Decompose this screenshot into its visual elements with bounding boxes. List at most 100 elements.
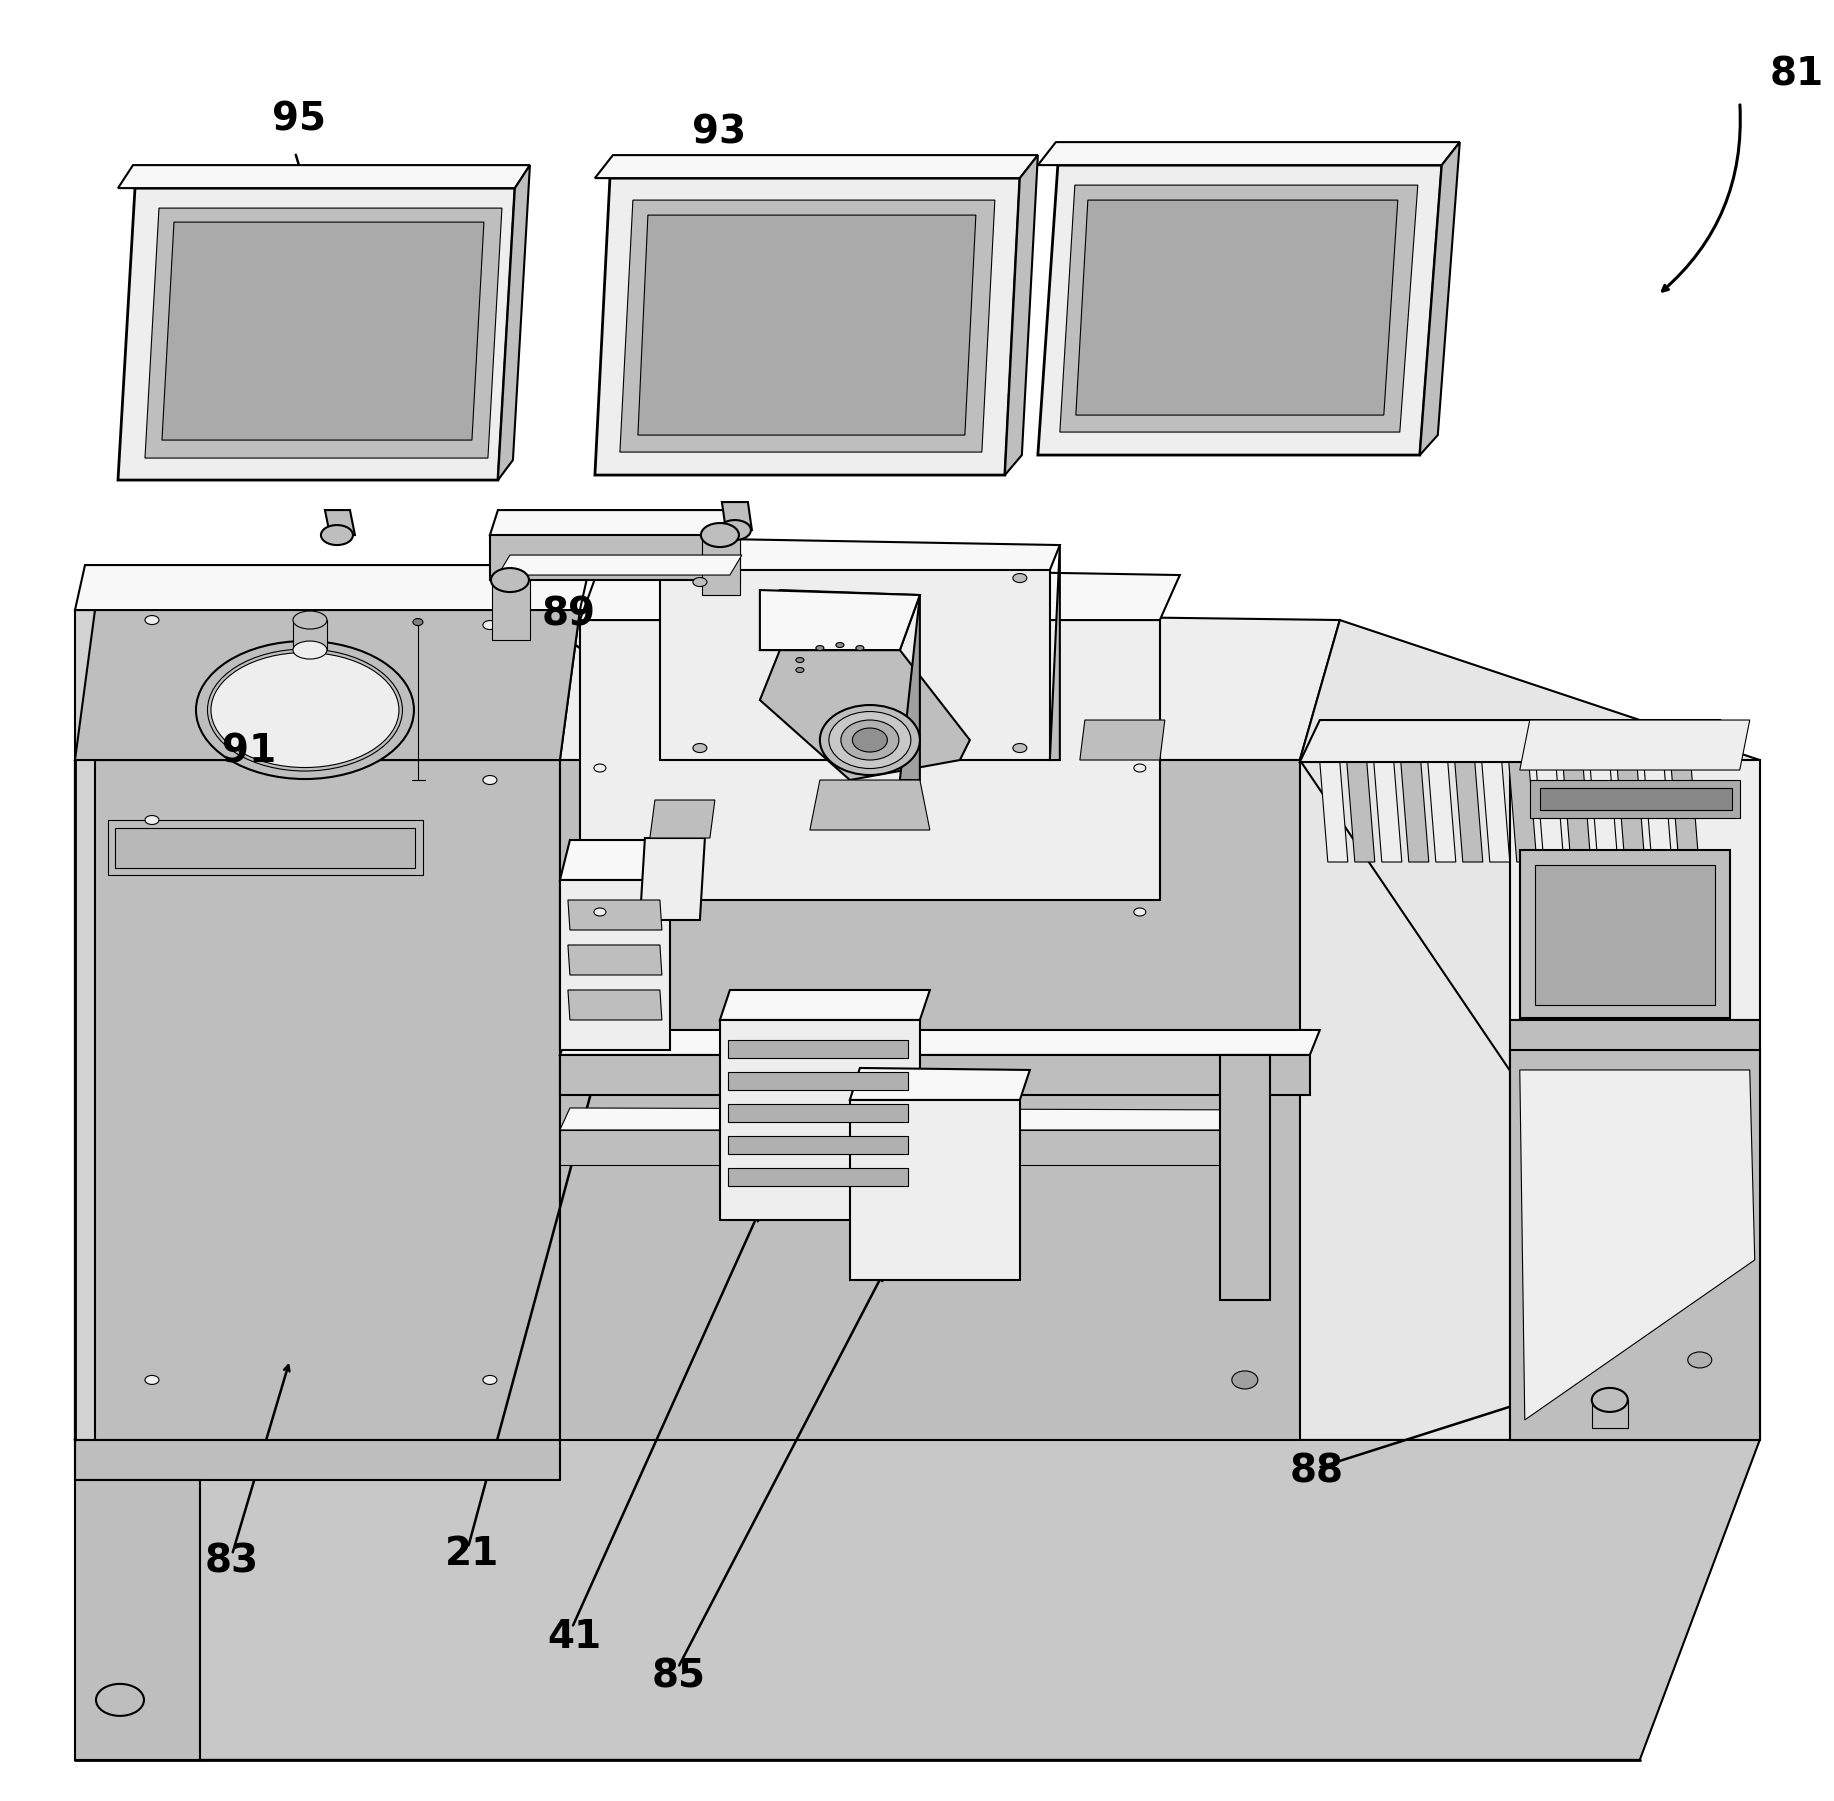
Polygon shape (325, 510, 356, 535)
Ellipse shape (413, 618, 424, 625)
Bar (728, 1039, 908, 1057)
Bar (293, 620, 326, 650)
Ellipse shape (594, 764, 605, 773)
Text: 91: 91 (222, 731, 277, 771)
Polygon shape (75, 760, 160, 1441)
Ellipse shape (196, 641, 414, 780)
Polygon shape (1535, 762, 1564, 863)
Polygon shape (559, 1030, 1320, 1055)
Ellipse shape (1012, 744, 1027, 753)
Polygon shape (640, 837, 704, 920)
Polygon shape (1509, 760, 1761, 1019)
Text: 21: 21 (446, 1534, 499, 1572)
Polygon shape (1520, 1070, 1755, 1419)
Bar (1520, 850, 1729, 1018)
Polygon shape (1346, 762, 1376, 863)
Ellipse shape (1012, 573, 1027, 582)
Polygon shape (1563, 762, 1590, 863)
Polygon shape (75, 611, 95, 1441)
Bar (108, 819, 424, 875)
Ellipse shape (820, 704, 921, 774)
Ellipse shape (693, 744, 706, 753)
Polygon shape (1220, 1055, 1269, 1300)
Ellipse shape (719, 520, 750, 540)
Polygon shape (759, 650, 970, 780)
Bar (728, 1136, 908, 1154)
Ellipse shape (293, 641, 326, 659)
Polygon shape (569, 991, 662, 1019)
Polygon shape (1509, 1019, 1761, 1441)
Polygon shape (849, 1068, 1031, 1100)
Polygon shape (849, 1100, 1020, 1281)
Polygon shape (490, 535, 739, 580)
Bar (728, 1104, 908, 1122)
Polygon shape (1401, 762, 1429, 863)
Polygon shape (1590, 762, 1618, 863)
Bar (1592, 1399, 1629, 1428)
Polygon shape (1454, 762, 1484, 863)
Polygon shape (759, 591, 921, 650)
Ellipse shape (853, 728, 888, 753)
Ellipse shape (482, 776, 497, 785)
Polygon shape (497, 555, 743, 575)
Polygon shape (117, 166, 530, 187)
Polygon shape (1509, 762, 1537, 863)
Polygon shape (580, 620, 1159, 900)
Polygon shape (1429, 762, 1456, 863)
Polygon shape (161, 222, 484, 439)
Polygon shape (660, 538, 1060, 571)
Polygon shape (75, 760, 559, 1441)
Polygon shape (1509, 1050, 1761, 1441)
Polygon shape (559, 611, 1341, 760)
Polygon shape (1300, 720, 1720, 762)
Bar (702, 535, 739, 594)
Ellipse shape (1133, 764, 1146, 773)
Ellipse shape (701, 522, 739, 548)
Text: 85: 85 (651, 1659, 706, 1697)
Polygon shape (559, 760, 1300, 1441)
Polygon shape (723, 502, 752, 529)
Polygon shape (75, 1480, 200, 1760)
Text: 93: 93 (691, 113, 746, 151)
Polygon shape (1482, 762, 1509, 863)
Ellipse shape (829, 711, 911, 769)
Ellipse shape (482, 1376, 497, 1385)
Polygon shape (811, 780, 930, 830)
Polygon shape (638, 214, 976, 436)
Ellipse shape (836, 643, 844, 648)
Ellipse shape (856, 645, 864, 650)
Polygon shape (1080, 720, 1165, 760)
Ellipse shape (95, 1684, 145, 1716)
Text: 81: 81 (1770, 56, 1823, 94)
Polygon shape (75, 1441, 1761, 1760)
Polygon shape (1038, 166, 1442, 456)
Polygon shape (721, 991, 930, 1019)
Bar (1530, 780, 1740, 818)
Polygon shape (559, 839, 680, 881)
Bar (1541, 789, 1731, 810)
Ellipse shape (1687, 1353, 1711, 1369)
Polygon shape (490, 510, 748, 535)
Ellipse shape (492, 567, 528, 593)
Polygon shape (660, 571, 1049, 760)
Polygon shape (569, 900, 662, 929)
Polygon shape (620, 200, 994, 452)
Ellipse shape (321, 526, 352, 546)
Ellipse shape (1133, 908, 1146, 917)
Ellipse shape (1232, 1371, 1258, 1389)
Text: 95: 95 (271, 101, 326, 139)
Polygon shape (721, 1019, 921, 1219)
Bar (116, 828, 414, 868)
Polygon shape (1320, 762, 1348, 863)
Polygon shape (569, 946, 662, 974)
Polygon shape (1618, 762, 1645, 863)
Polygon shape (559, 1129, 1260, 1165)
Ellipse shape (211, 652, 400, 767)
Text: 88: 88 (1289, 1453, 1344, 1491)
Polygon shape (1005, 155, 1038, 475)
Polygon shape (900, 594, 921, 780)
Polygon shape (1300, 620, 1761, 1441)
Bar (728, 1169, 908, 1187)
Text: 83: 83 (205, 1543, 259, 1581)
Polygon shape (75, 1441, 559, 1480)
